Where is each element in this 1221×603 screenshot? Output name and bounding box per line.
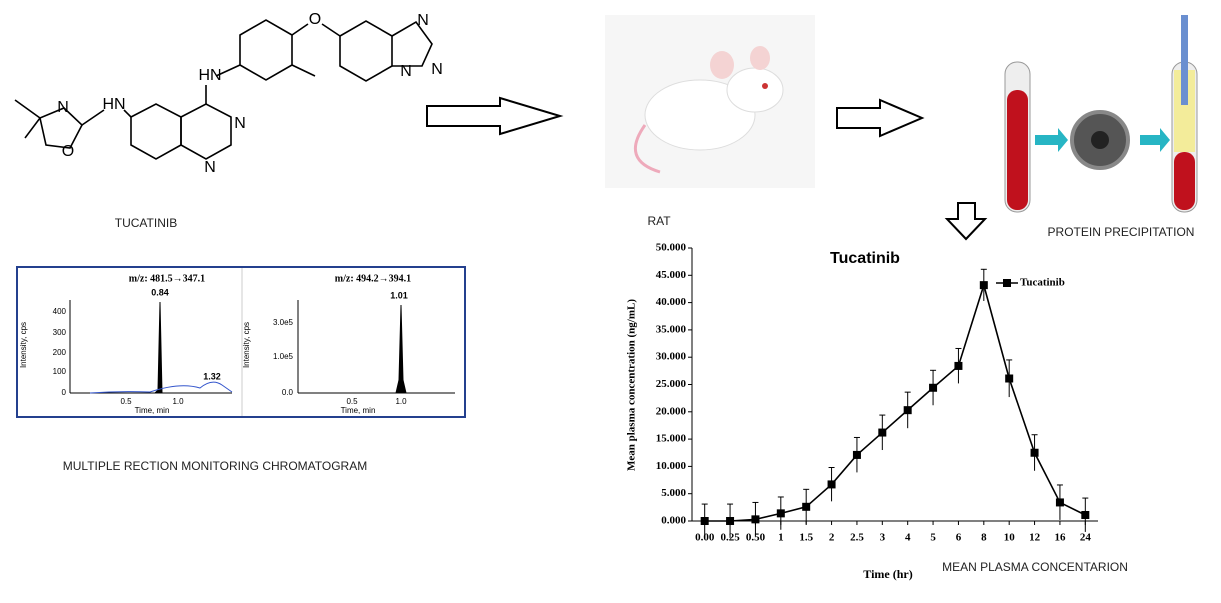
x-axis-label: Time, min — [135, 406, 170, 415]
marker — [827, 480, 836, 489]
x-tick-label: 24 — [1080, 532, 1092, 544]
y-tick-label: 30.000 — [656, 351, 687, 363]
atom-label: O — [309, 11, 321, 28]
x-tick-label: 16 — [1054, 532, 1066, 544]
y-tick-label: 0.0 — [282, 388, 294, 397]
chart-title: Tucatinib — [830, 250, 900, 267]
transition: m/z: 494.2→394.1 — [335, 273, 411, 284]
transition: m/z: 481.5→347.1 — [129, 273, 205, 284]
x-tick-label: 6 — [956, 532, 962, 544]
marker — [776, 509, 785, 518]
marker — [954, 361, 963, 370]
x-tick-label: 1.0 — [395, 397, 407, 406]
y-tick-label: 45.000 — [656, 269, 687, 281]
marker — [1081, 510, 1090, 519]
tubes — [1004, 15, 1198, 213]
x-tick-label: 3 — [880, 532, 886, 544]
y-tick-label: 0.000 — [661, 515, 686, 527]
y-tick-label: 40.000 — [656, 296, 687, 308]
arrow — [944, 202, 988, 241]
y-tick-label: 200 — [53, 348, 67, 357]
x-tick-label: 4 — [905, 532, 911, 544]
marker — [929, 383, 938, 392]
y-tick-label: 1.0e5 — [273, 352, 294, 361]
y-tick-label: 35.000 — [656, 323, 687, 335]
caption: TUCATINIB — [115, 216, 177, 230]
x-tick-label: 0.5 — [120, 397, 132, 406]
atom-label: HN — [198, 67, 221, 84]
x-tick-label: 0.5 — [346, 397, 358, 406]
peak-label: 1.01 — [390, 290, 408, 300]
y-tick-label: 5.000 — [661, 487, 686, 499]
x-tick-label: 2.5 — [850, 532, 864, 544]
x-tick-label: 1.5 — [799, 532, 813, 544]
atom-label: N — [431, 61, 443, 78]
molecule — [14, 19, 433, 160]
marker — [852, 450, 861, 459]
y-tick-label: 400 — [53, 307, 67, 316]
y-tick-label: 3.0e5 — [273, 318, 294, 327]
rat-image — [605, 15, 815, 188]
peak-label: 0.84 — [151, 287, 169, 297]
atom-label: N — [57, 99, 69, 116]
atom-label: N — [400, 63, 412, 80]
x-axis-label: Time, min — [341, 406, 376, 415]
atom-label: HN — [102, 96, 125, 113]
marker — [802, 502, 811, 511]
y-axis-label: Intensity, cps — [242, 322, 251, 368]
y-tick-label: 15.000 — [656, 433, 687, 445]
atom-label: O — [62, 143, 74, 160]
x-tick-label: 10 — [1004, 532, 1016, 544]
marker — [751, 515, 760, 524]
x-tick-label: 5 — [930, 532, 936, 544]
legend-marker — [1003, 279, 1011, 287]
caption: PROTEIN PRECIPITATION — [1048, 225, 1195, 239]
marker — [903, 406, 912, 415]
marker — [1055, 498, 1064, 507]
caption: MULTIPLE RECTION MONITORING CHROMATOGRAM — [63, 459, 367, 473]
atom-label: N — [204, 159, 216, 176]
y-axis-label: Mean plasma concentration (ng/mL) — [626, 299, 638, 471]
arrow — [426, 96, 564, 136]
x-tick-label: 8 — [981, 532, 987, 544]
caption: RAT — [647, 214, 671, 228]
marker — [1005, 374, 1014, 383]
marker — [979, 281, 988, 290]
marker — [726, 517, 735, 525]
y-tick-label: 300 — [53, 328, 67, 337]
x-axis-label: Time (hr) — [863, 567, 912, 581]
atom-label: N — [234, 115, 246, 132]
marker — [1030, 448, 1039, 457]
caption: MEAN PLASMA CONCENTARION — [942, 560, 1128, 574]
y-axis-label: Intensity, cps — [19, 322, 28, 368]
y-tick-label: 10.000 — [656, 460, 687, 472]
arrow — [836, 98, 925, 138]
x-tick-label: 1 — [778, 532, 784, 544]
peak-label: 1.32 — [203, 371, 221, 381]
atom-label: N — [417, 12, 429, 29]
marker — [878, 428, 887, 437]
x-tick-label: 12 — [1029, 532, 1041, 544]
chromatogram-frame — [16, 266, 466, 418]
legend-label: Tucatinib — [1020, 277, 1065, 289]
y-tick-label: 25.000 — [656, 378, 687, 390]
x-tick-label: 1.0 — [172, 397, 184, 406]
y-tick-label: 0 — [62, 388, 67, 397]
y-tick-label: 20.000 — [656, 405, 687, 417]
series-line — [704, 282, 1086, 522]
y-tick-label: 50.000 — [656, 242, 687, 254]
x-tick-label: 0.50 — [746, 532, 766, 544]
x-tick-label: 2 — [829, 532, 835, 544]
chromatogram-traces — [69, 300, 455, 394]
marker — [700, 517, 709, 525]
y-tick-label: 100 — [53, 367, 67, 376]
